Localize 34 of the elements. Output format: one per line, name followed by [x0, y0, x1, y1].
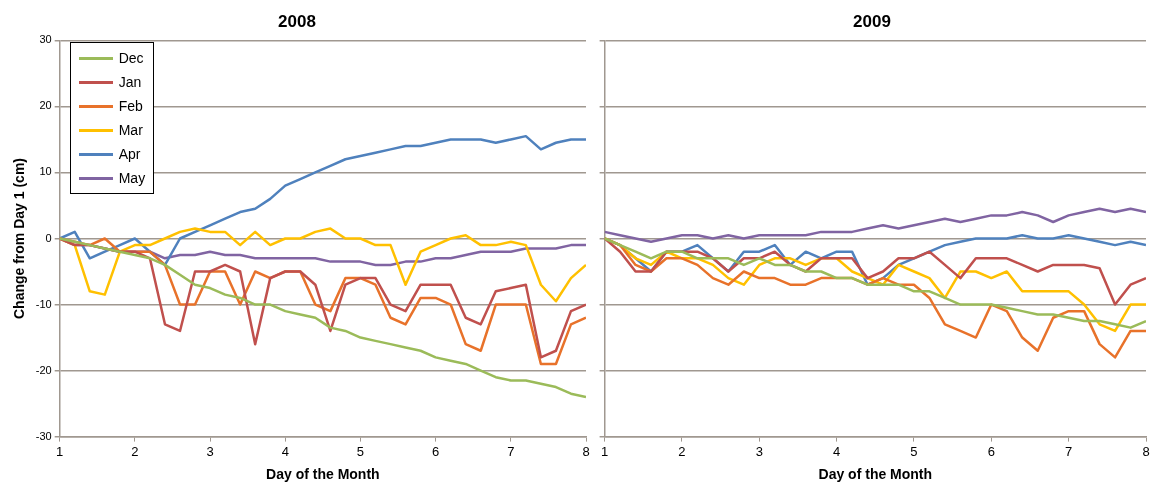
x-axis-title: Day of the Month	[818, 466, 933, 483]
x-tick-label: 8	[1142, 443, 1150, 459]
x-tick-label: 6	[432, 443, 440, 459]
chart-title: 2008	[278, 11, 316, 31]
legend-label: Apr	[118, 146, 141, 163]
y-tick-label: -30	[35, 429, 52, 442]
legend-label: Dec	[118, 50, 144, 67]
chart-title: 2009	[853, 11, 891, 31]
x-tick-label: 1	[56, 443, 64, 459]
legend-label: Feb	[118, 98, 143, 115]
x-tick-label: 4	[833, 443, 841, 459]
x-tick-label: 5	[356, 443, 365, 459]
legend-label: Jan	[118, 74, 142, 91]
x-axis-title: Day of the Month	[266, 466, 380, 483]
y-tick-label: -10	[35, 297, 52, 310]
x-tick-label: 4	[281, 443, 289, 459]
x-tick-label: 8	[582, 443, 590, 459]
x-tick-label: 7	[1065, 443, 1073, 459]
x-tick-label: 2	[678, 443, 686, 459]
y-tick-label: 0	[45, 231, 52, 244]
y-tick-label: -20	[35, 363, 52, 376]
y-axis-title: Change from Day 1 (cm)	[11, 157, 28, 320]
x-tick-label: 3	[206, 443, 214, 459]
x-tick-label: 5	[910, 443, 918, 459]
y-tick-label: 10	[39, 165, 52, 178]
legend-label: May	[118, 170, 146, 187]
x-tick-label: 6	[987, 443, 995, 459]
x-tick-label: 1	[601, 443, 609, 459]
x-tick-label: 7	[507, 443, 515, 459]
x-tick-label: 2	[131, 443, 139, 459]
x-tick-label: 3	[755, 443, 763, 459]
y-tick-label: 20	[39, 99, 52, 112]
y-tick-label: 30	[39, 33, 52, 46]
legend-label: Mar	[118, 122, 143, 139]
